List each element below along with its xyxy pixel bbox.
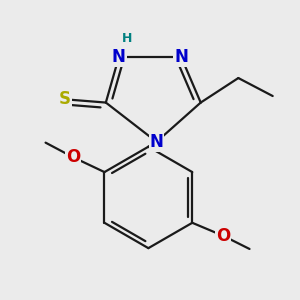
- Text: H: H: [122, 32, 132, 45]
- Text: N: N: [112, 48, 126, 66]
- Text: S: S: [59, 90, 71, 108]
- Text: N: N: [150, 133, 164, 151]
- Text: O: O: [216, 227, 230, 245]
- Text: O: O: [66, 148, 80, 166]
- Text: N: N: [174, 48, 188, 66]
